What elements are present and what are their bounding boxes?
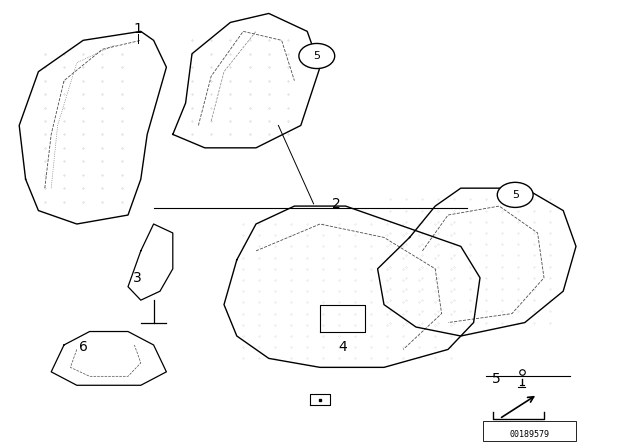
Text: 2: 2: [332, 197, 340, 211]
Circle shape: [497, 182, 533, 207]
Text: 3: 3: [133, 271, 142, 285]
Text: 1: 1: [133, 22, 142, 36]
Text: 5: 5: [512, 190, 518, 200]
Text: 4: 4: [338, 340, 347, 354]
Text: 5: 5: [492, 371, 500, 386]
Text: 5: 5: [314, 51, 320, 61]
Text: 6: 6: [79, 340, 88, 354]
Text: 00189579: 00189579: [510, 430, 550, 439]
Circle shape: [299, 43, 335, 69]
